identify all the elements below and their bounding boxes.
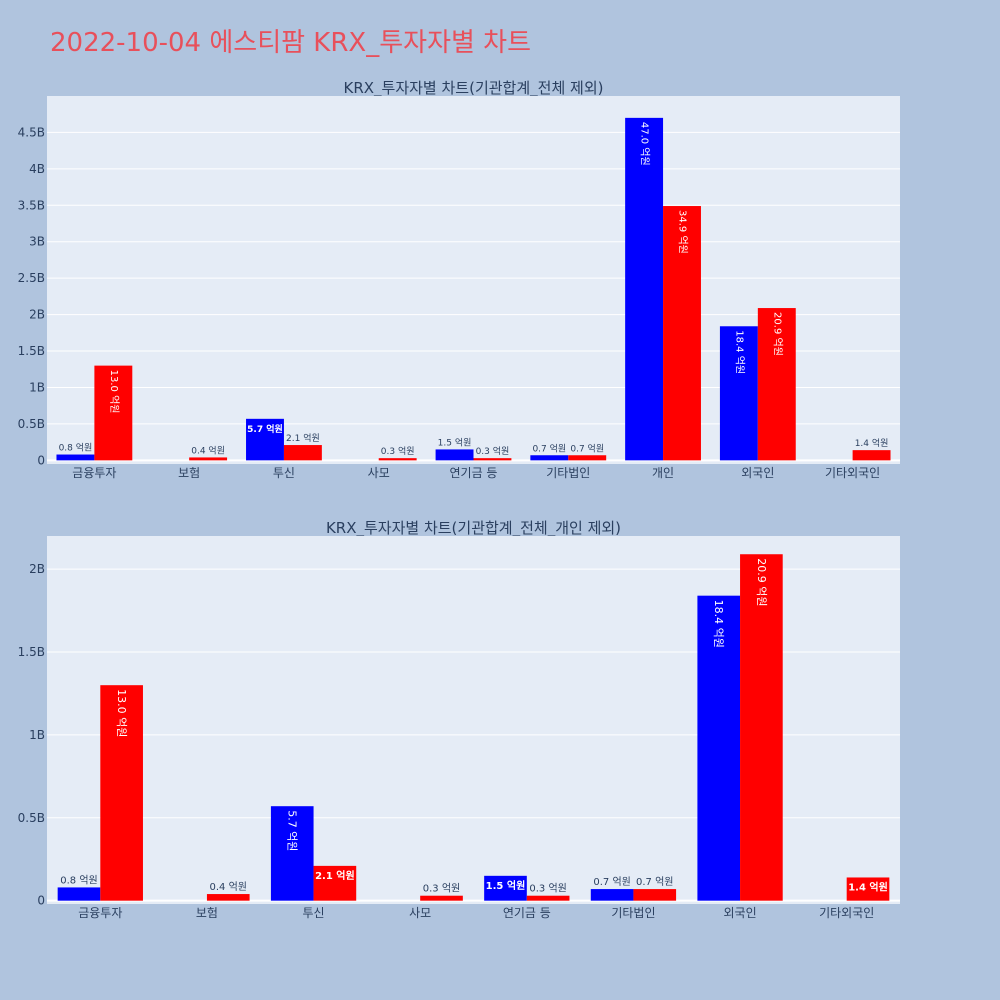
bar-buy [530, 455, 569, 461]
bar-sell [526, 895, 570, 901]
y-tick-label: 4.5B [18, 125, 45, 139]
page-title: 2022-10-04 에스티팜 KRX_투자자별 차트 [50, 28, 532, 58]
data-label: 0.3 억원 [423, 883, 460, 895]
bar-sell [852, 450, 891, 461]
x-tick-label: 보험 [178, 466, 200, 480]
bar-buy [697, 595, 741, 901]
data-label: 5.7 억원 [247, 423, 283, 435]
bar-sell [313, 865, 357, 901]
y-tick-label: 2B [29, 562, 45, 576]
data-label: 1.5 억원 [486, 879, 526, 892]
bar-sell [94, 365, 133, 461]
x-tick-label: 기타외국인 [825, 466, 880, 480]
data-label: 18.4 억원 [733, 330, 745, 374]
bar-buy [56, 454, 95, 461]
x-tick-label: 투신 [273, 466, 295, 480]
bar-sell [663, 206, 701, 461]
data-label: 0.8 억원 [60, 874, 97, 886]
y-tick-label: 2.5B [18, 271, 45, 285]
data-label: 20.9 억원 [755, 558, 768, 606]
bar-sell [757, 308, 796, 461]
data-label: 13.0 억원 [108, 370, 120, 414]
y-tick-label: 2B [29, 308, 45, 322]
data-label: 1.4 억원 [848, 880, 888, 893]
bar-sell [420, 895, 463, 901]
bar-buy [719, 326, 758, 461]
x-tick-label: 보험 [196, 906, 218, 920]
data-label: 18.4 억원 [712, 600, 725, 648]
x-tick-label: 외국인 [741, 466, 774, 480]
bar-sell [846, 877, 890, 901]
y-tick-label: 1.5B [18, 344, 45, 358]
x-tick-label: 기타법인 [611, 906, 655, 920]
data-label: 1.4 억원 [855, 437, 889, 449]
data-label: 0.3 억원 [529, 883, 566, 895]
x-tick-label: 개인 [652, 466, 674, 480]
bar-buy [246, 418, 284, 461]
data-label: 5.7 억원 [286, 810, 299, 851]
x-tick-label: 연기금 등 [503, 906, 551, 920]
data-label: 0.8 억원 [59, 442, 93, 454]
x-tick-label: 연기금 등 [450, 466, 498, 480]
data-label: 34.9 억원 [677, 210, 689, 254]
data-label: 0.4 억원 [210, 881, 247, 893]
y-tick-label: 1.5B [18, 645, 45, 659]
bar-sell [633, 889, 677, 901]
bar-buy [270, 806, 314, 901]
y-tick-label: 1B [29, 380, 45, 394]
bar-sell [189, 457, 228, 461]
x-tick-label: 금융투자 [72, 466, 116, 480]
data-label: 0.3 억원 [476, 445, 510, 457]
bar-buy [484, 875, 527, 901]
data-label: 0.7 억원 [532, 442, 566, 454]
bar-sell [473, 458, 512, 461]
data-label: 0.7 억원 [636, 876, 673, 888]
y-tick-label: 0.5B [18, 811, 45, 825]
bar-buy [57, 887, 101, 901]
y-tick-label: 0 [37, 894, 45, 908]
x-tick-label: 금융투자 [78, 906, 122, 920]
chart-top: KRX_투자자별 차트(기관합계_전체 제외) 0 0.5B 1B 1.5B 2B 2.5B… [18, 79, 900, 480]
data-label: 1.5 억원 [438, 436, 472, 448]
data-label: 0.7 억원 [570, 442, 604, 454]
chart-bottom: KRX_투자자별 차트(기관합계_전체_개인 제외) 0 0.5B 1B 1.5B 2B 금… [18, 519, 900, 920]
bar-sell [568, 455, 607, 461]
bar-buy [590, 889, 634, 901]
bar-sell [100, 685, 143, 901]
x-tick-label: 외국인 [724, 906, 757, 920]
x-tick-label: 사모 [368, 466, 390, 480]
bar-sell [206, 894, 250, 901]
x-tick-label: 기타법인 [546, 466, 590, 480]
data-label: 2.1 억원 [315, 869, 355, 882]
bar-buy [625, 117, 664, 461]
bar-sell [283, 445, 322, 461]
y-tick-label: 3.5B [18, 198, 45, 212]
bar-sell [740, 554, 783, 901]
chart-title: KRX_투자자별 차트(기관합계_전체_개인 제외) [326, 519, 621, 538]
y-tick-label: 0.5B [18, 417, 45, 431]
data-label: 0.4 억원 [191, 444, 225, 456]
y-tick-label: 3B [29, 235, 45, 249]
x-tick-label: 기타외국인 [819, 906, 874, 920]
data-label: 2.1 억원 [286, 432, 320, 444]
data-label: 0.7 억원 [593, 876, 630, 888]
x-tick-label: 사모 [409, 906, 431, 920]
y-tick-label: 1B [29, 728, 45, 742]
data-label: 0.3 억원 [381, 445, 415, 457]
chart-title: KRX_투자자별 차트(기관합계_전체 제외) [344, 79, 604, 98]
data-label: 13.0 억원 [115, 689, 128, 737]
data-label: 20.9 억원 [771, 312, 783, 356]
data-label: 47.0 억원 [639, 122, 651, 166]
bar-sell [378, 458, 417, 461]
y-tick-label: 4B [29, 162, 45, 176]
bar-buy [435, 449, 474, 461]
x-tick-label: 투신 [303, 906, 325, 920]
y-tick-label: 0 [37, 453, 45, 467]
